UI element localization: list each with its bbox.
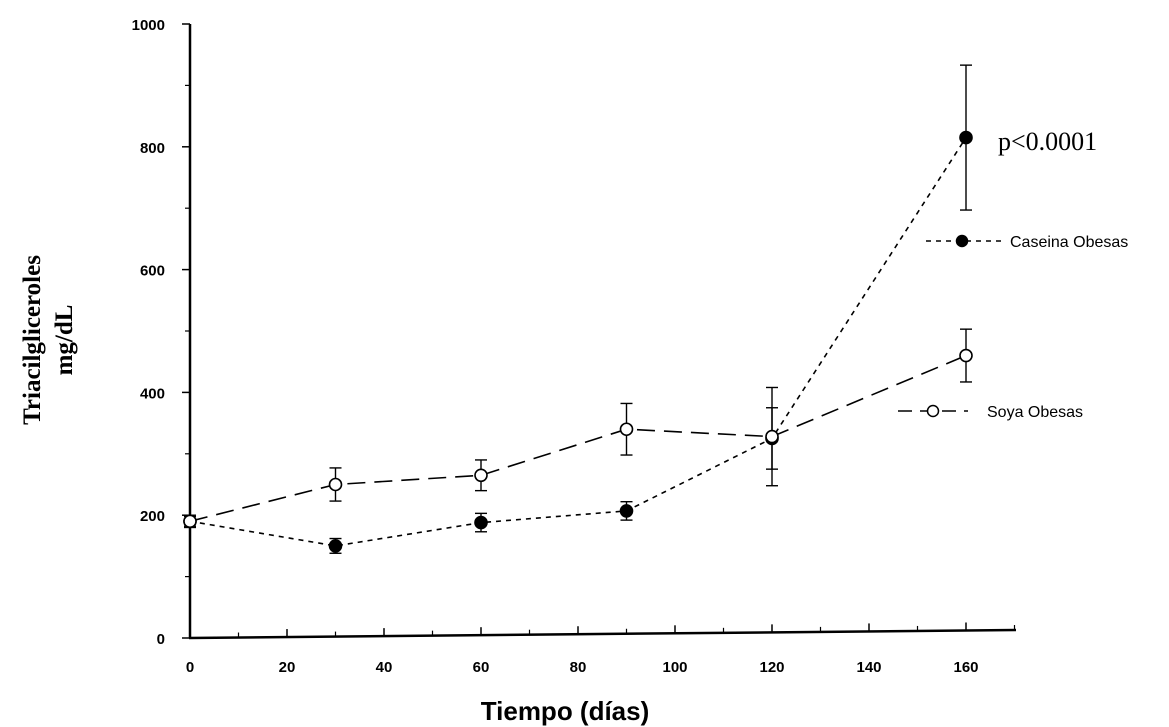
x-tick-label: 100 [662, 659, 687, 676]
y-axis-title: Triacilgliceroles mg/dL [19, 255, 78, 425]
x-axis-line [188, 628, 1017, 640]
y-tick-label: 800 [140, 140, 165, 157]
y-ticks: 0 200 400 600 800 1000 [132, 17, 190, 648]
series-lines [189, 137, 967, 547]
series-line-caseina [189, 137, 967, 547]
data-point-caseina [474, 515, 488, 530]
y-axis-title-line-2: mg/dL [51, 305, 78, 376]
x-tick-label: 40 [376, 659, 393, 676]
x-tick-label: 0 [186, 659, 194, 676]
x-tick-label: 60 [473, 659, 490, 676]
data-point-caseina [619, 504, 634, 518]
x-tick-label: 140 [856, 659, 881, 676]
x-axis-title: Tiempo (días) [481, 696, 650, 726]
series-line-soya [189, 354, 967, 523]
x-ticks: 0 20 40 60 80 100 120 140 160 [186, 622, 1016, 676]
data-point-caseina [328, 539, 343, 553]
p-value-annotation: p<0.0001 [998, 127, 1097, 156]
y-tick-label: 1000 [132, 17, 165, 34]
legend-item-caseina: Caseina Obesas [926, 234, 1128, 251]
y-tick-label: 400 [140, 385, 165, 402]
legend-label-soya: Soya Obesas [987, 404, 1083, 421]
legend: Caseina Obesas Soya Obesas [898, 234, 1128, 421]
legend-marker-caseina-filled-circle-icon [955, 234, 969, 248]
data-point-soya [959, 348, 973, 363]
data-point-caseina [959, 130, 973, 145]
data-point-soya [328, 477, 343, 492]
x-tick-label: 20 [279, 659, 296, 676]
error-bars [184, 64, 972, 554]
legend-item-soya: Soya Obesas [898, 404, 1083, 421]
data-point-soya [765, 429, 779, 444]
legend-marker-soya-open-circle-icon [926, 404, 940, 418]
x-tick-label: 120 [759, 659, 784, 676]
data-point-soya [183, 514, 197, 529]
y-tick-label: 0 [157, 631, 165, 648]
data-point-soya [474, 468, 488, 483]
y-axis-title-line-1: Triacilgliceroles [19, 255, 46, 425]
x-tick-label: 80 [570, 659, 587, 676]
data-point-soya [619, 422, 634, 437]
legend-label-caseina: Caseina Obesas [1010, 234, 1128, 251]
y-tick-label: 200 [140, 508, 165, 525]
axes [188, 24, 1017, 640]
data-markers [183, 130, 973, 553]
x-tick-label: 160 [953, 659, 978, 676]
y-tick-label: 600 [140, 263, 165, 280]
